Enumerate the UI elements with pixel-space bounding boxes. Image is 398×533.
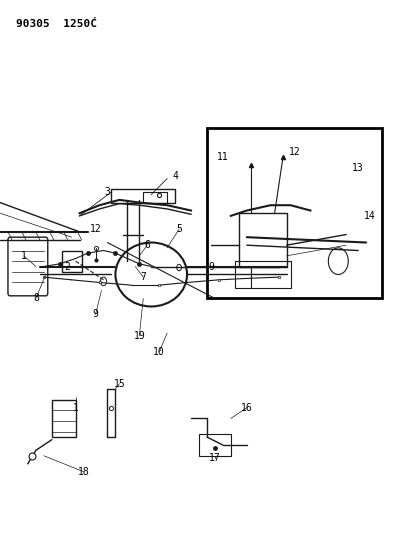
Text: 8: 8 (33, 294, 39, 303)
Text: 13: 13 (352, 163, 364, 173)
Bar (199, 434, 231, 456)
Bar (207, 128, 382, 298)
Bar (111, 189, 175, 203)
Text: 10: 10 (153, 347, 165, 357)
Text: 3: 3 (105, 187, 110, 197)
Text: 15: 15 (113, 379, 125, 389)
Text: 12: 12 (90, 224, 101, 234)
Text: 1: 1 (73, 403, 78, 413)
Bar (52, 400, 76, 437)
Text: 9: 9 (93, 310, 98, 319)
Text: 2: 2 (65, 262, 70, 271)
Text: 7: 7 (140, 272, 146, 282)
Text: 16: 16 (241, 403, 253, 413)
Text: 18: 18 (78, 467, 90, 477)
Text: 19: 19 (133, 331, 145, 341)
Text: 6: 6 (144, 240, 150, 250)
Bar (239, 213, 287, 266)
Text: 9: 9 (208, 262, 214, 271)
Text: 4: 4 (172, 171, 178, 181)
Text: 5: 5 (176, 224, 182, 234)
Text: 12: 12 (289, 147, 300, 157)
Bar (62, 251, 82, 272)
Text: 11: 11 (217, 152, 229, 162)
Text: 14: 14 (364, 211, 376, 221)
Bar (235, 261, 291, 288)
Bar (143, 192, 167, 203)
Text: 90305  1250Ć: 90305 1250Ć (16, 19, 97, 29)
Text: 17: 17 (209, 454, 221, 463)
Text: 1: 1 (21, 251, 27, 261)
